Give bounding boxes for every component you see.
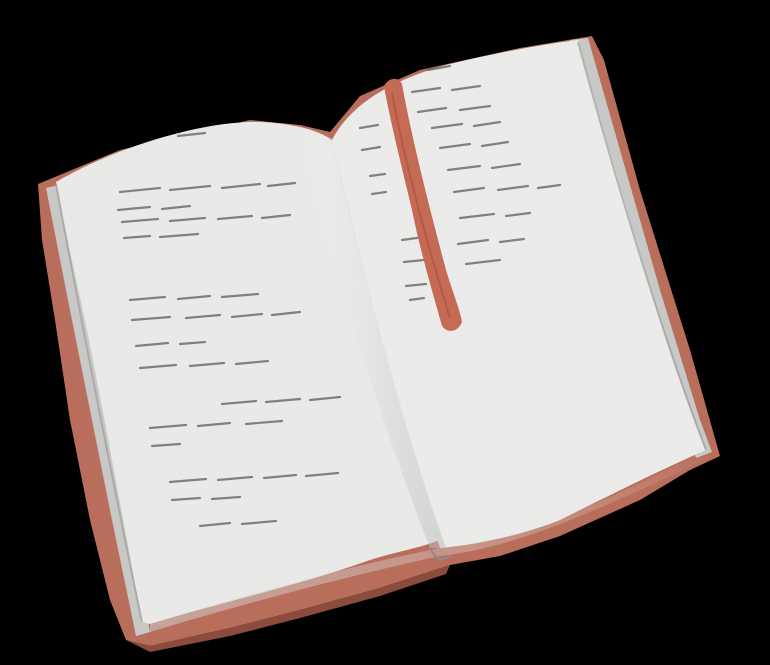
page-bottom-curl xyxy=(150,450,708,632)
bookmark-shade xyxy=(391,91,451,319)
gutter-shadow xyxy=(300,130,446,548)
right-page-text-marks xyxy=(358,64,562,302)
spine-crease xyxy=(429,547,451,561)
ribbon-bookmark-icon xyxy=(384,78,462,331)
left-page-text-marks xyxy=(116,131,342,528)
left-page-edge-line xyxy=(55,183,143,623)
right-page-edge-line xyxy=(577,41,707,451)
